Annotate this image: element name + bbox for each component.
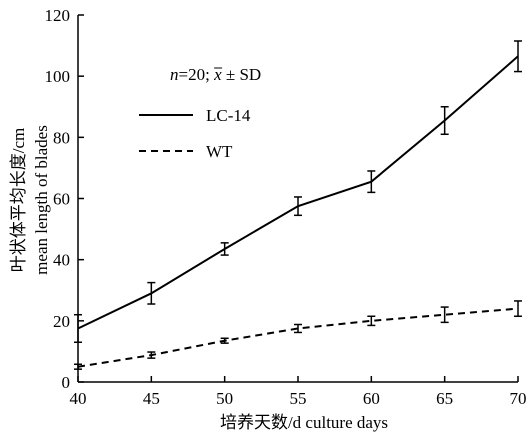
error-bar-wt <box>367 315 376 327</box>
series-line-wt <box>77 307 519 368</box>
y-tick-label: 120 <box>45 6 71 25</box>
x-tick-label: 65 <box>436 389 453 408</box>
series <box>74 40 522 370</box>
error-bar-lc14 <box>74 313 82 343</box>
legend: n=20; x ± SD LC-14 WT <box>139 65 261 161</box>
y-tick-label: 100 <box>45 67 71 86</box>
error-bar-lc14 <box>220 242 229 256</box>
error-bar-lc14 <box>367 170 376 194</box>
stats-xbar: x <box>213 65 222 84</box>
error-bar-lc14 <box>294 196 302 217</box>
error-bar-wt <box>514 300 522 317</box>
error-bar-wt <box>440 306 449 324</box>
ticks: 0 20 40 60 80 100 120 40 45 50 55 60 65 70 <box>45 6 527 408</box>
stats-n: n <box>170 65 179 84</box>
y-tick-label: 40 <box>53 251 70 270</box>
error-bar-wt <box>147 351 156 359</box>
error-bar-lc14 <box>514 40 522 73</box>
x-tick-label: 70 <box>510 389 527 408</box>
error-bar-wt <box>74 363 82 370</box>
series-line-lc14 <box>77 55 519 330</box>
x-axis-title: 培养天数/d culture days <box>220 413 388 432</box>
y-axis-title-cn: 叶状体平均长度/cm <box>9 128 28 273</box>
x-tick-label: 60 <box>363 389 380 408</box>
x-tick-label: 45 <box>143 389 160 408</box>
y-tick-label: 60 <box>53 190 70 209</box>
x-tick-label: 50 <box>216 389 233 408</box>
stats-annotation: n=20; x ± SD <box>170 65 261 84</box>
x-tick-label: 55 <box>290 389 307 408</box>
error-bar-wt <box>294 323 302 334</box>
legend-label-lc14: LC-14 <box>206 106 251 125</box>
stats-sd: ± SD <box>222 65 262 84</box>
error-bar-wt <box>220 337 229 344</box>
error-bar-lc14 <box>440 106 449 136</box>
stats-n-rest: =20; <box>179 65 215 84</box>
legend-label-wt: WT <box>206 142 233 161</box>
y-tick-label: 20 <box>53 312 70 331</box>
y-tick-label: 80 <box>53 128 70 147</box>
y-tick-label: 0 <box>62 373 71 392</box>
error-bar-lc14 <box>147 281 156 305</box>
y-axis-title-en: mean length of blades <box>32 125 51 275</box>
x-tick-label: 40 <box>70 389 87 408</box>
